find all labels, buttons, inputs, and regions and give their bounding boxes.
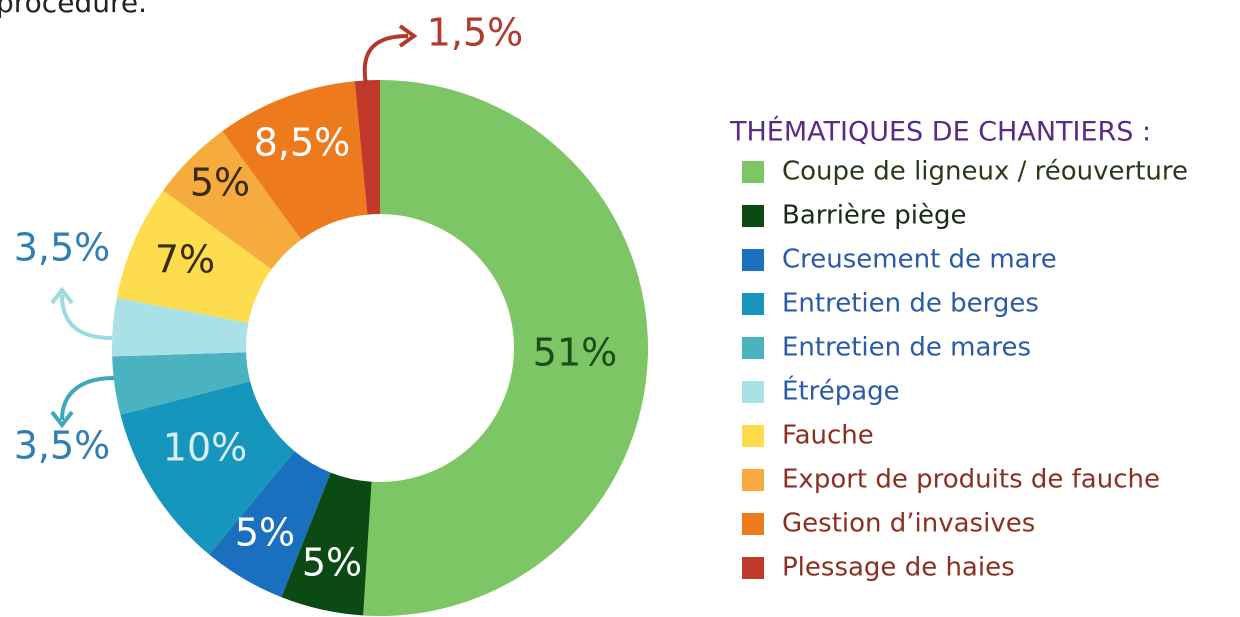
legend-label: Entretien de berges: [782, 289, 1039, 319]
donut-segment: [281, 472, 372, 616]
donut-segment: [163, 131, 302, 270]
legend-label: Étrépage: [782, 375, 900, 407]
data-label: 3,5%: [14, 226, 111, 270]
legend-swatch: [742, 249, 764, 271]
donut-segment: [111, 297, 249, 357]
legend-swatch: [742, 557, 764, 579]
legend-swatch: [742, 425, 764, 447]
donut-segment: [120, 381, 295, 555]
legend-label: Fauche: [782, 421, 874, 451]
legend-swatch: [742, 293, 764, 315]
arrow: [60, 376, 115, 421]
arrow-head: [398, 24, 418, 48]
legend-label: Export de produits de fauche: [782, 465, 1160, 495]
donut-segment: [354, 80, 380, 215]
donut-segment: [222, 81, 368, 240]
data-label: 1,5%: [427, 11, 524, 55]
legend-label: Entretien de mares: [782, 333, 1031, 363]
legend-swatch: [742, 161, 764, 183]
data-label: 5%: [235, 511, 295, 555]
data-label: 8,5%: [254, 121, 351, 165]
legend-label: Coupe de ligneux / réouverture: [782, 157, 1188, 187]
data-label: 7%: [155, 238, 215, 282]
donut-segment: [116, 190, 272, 323]
legend-title: THÉMATIQUES DE CHANTIERS :: [729, 116, 1151, 148]
data-label: 51%: [533, 331, 617, 375]
arrow-head: [50, 286, 74, 305]
arrow: [60, 294, 113, 340]
legend-swatch: [742, 513, 764, 535]
arrow: [362, 34, 409, 85]
legend-swatch: [742, 337, 764, 359]
data-label: 5%: [302, 541, 362, 585]
data-label: 3,5%: [14, 424, 111, 468]
legend-swatch: [742, 205, 764, 227]
donut-segment: [112, 352, 251, 415]
arrow-head: [50, 410, 74, 429]
donut-segment: [363, 80, 648, 616]
legend-label: Barrière piège: [782, 201, 967, 231]
legend-label: Plessage de haies: [782, 553, 1015, 583]
legend-swatch: [742, 469, 764, 491]
legend-label: Creusement de mare: [782, 245, 1057, 275]
legend-swatch: [742, 381, 764, 403]
data-label: 10%: [163, 426, 247, 470]
top-text: procédure.: [0, 0, 147, 19]
donut-segment: [209, 451, 331, 598]
donut: [111, 80, 648, 616]
data-label: 5%: [190, 161, 250, 205]
legend-label: Gestion d’invasives: [782, 509, 1035, 539]
